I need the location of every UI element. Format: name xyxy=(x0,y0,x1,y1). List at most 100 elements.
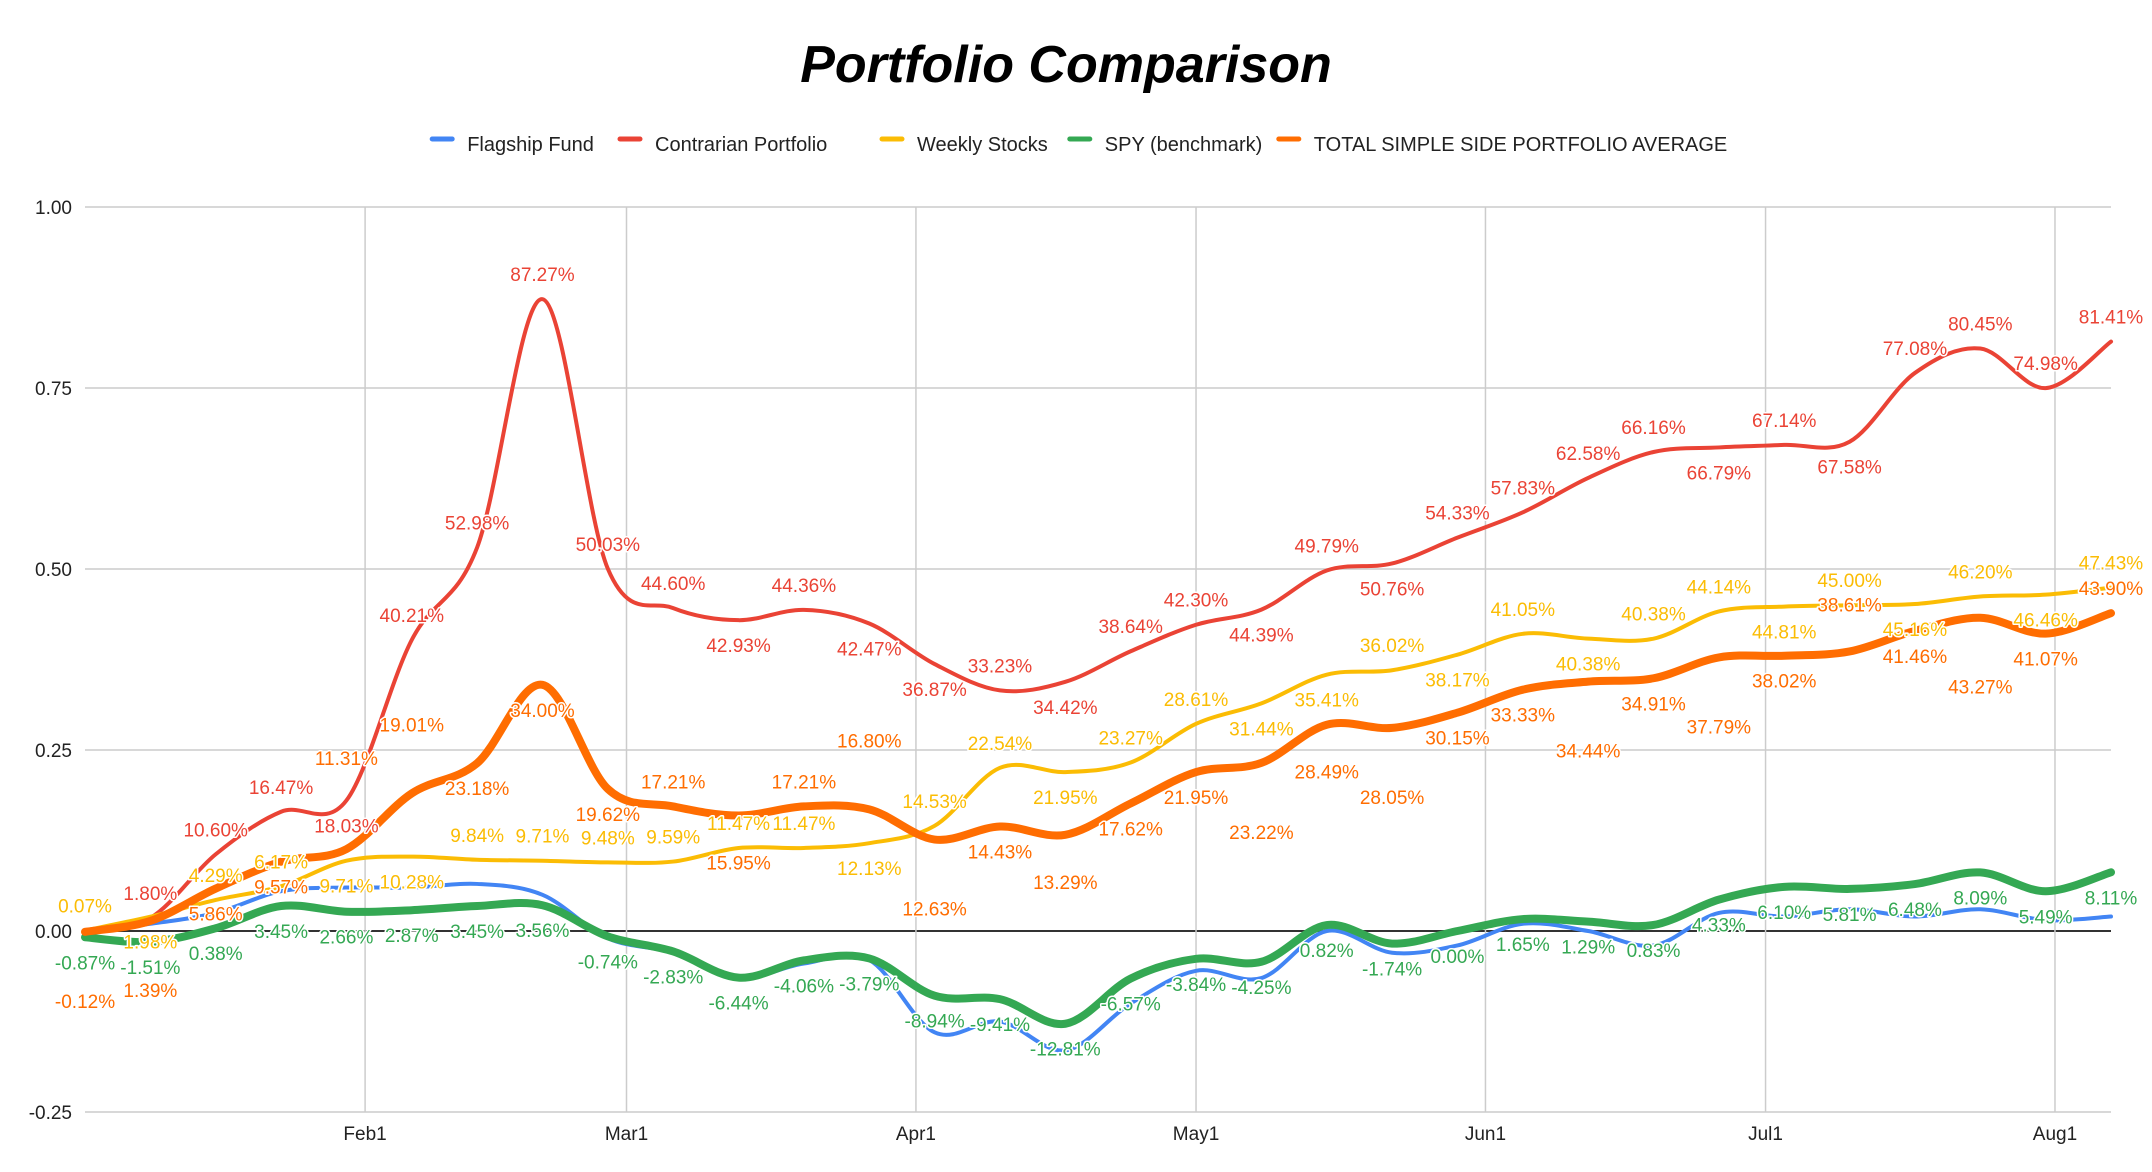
data-label-spy-benchmark: 8.11% xyxy=(2085,888,2138,909)
series-line-spy-benchmark xyxy=(81,868,2115,1028)
data-label-weekly-stocks: 28.61% xyxy=(1164,690,1229,711)
data-label-spy-benchmark: 6.48% xyxy=(1888,900,1942,921)
data-label-contrarian-portfolio: 77.08% xyxy=(1883,339,1948,360)
series-line-contrarian-portfolio xyxy=(83,297,2113,933)
y-tick-label: 0.75 xyxy=(35,379,72,400)
data-label-contrarian-portfolio: 67.14% xyxy=(1752,411,1817,432)
legend-item: Flagship Fund xyxy=(429,134,594,156)
data-label-contrarian-portfolio: 38.64% xyxy=(1098,617,1163,638)
data-label-contrarian-portfolio: 57.83% xyxy=(1491,478,1556,499)
data-label-spy-benchmark: 6.10% xyxy=(1757,903,1811,924)
data-label-total-simple-side-portfolio-average: 1.39% xyxy=(123,981,177,1002)
data-label-total-simple-side-portfolio-average: 19.62% xyxy=(576,805,641,826)
data-label-total-simple-side-portfolio-average: 14.43% xyxy=(968,843,1033,864)
data-label-spy-benchmark: -4.06% xyxy=(774,976,834,997)
data-label-total-simple-side-portfolio-average: 33.33% xyxy=(1491,706,1556,727)
data-label-total-simple-side-portfolio-average: 23.22% xyxy=(1229,823,1294,844)
data-label-total-simple-side-portfolio-average: 19.01% xyxy=(380,715,445,736)
data-label-total-simple-side-portfolio-average: 15.95% xyxy=(706,854,771,875)
data-label-weekly-stocks: 9.48% xyxy=(581,828,635,849)
data-label-spy-benchmark: 2.66% xyxy=(319,928,373,949)
data-label-spy-benchmark: 0.38% xyxy=(189,944,243,965)
data-label-total-simple-side-portfolio-average: 17.21% xyxy=(641,772,706,793)
x-tick-label: Apr1 xyxy=(896,1124,936,1145)
series-line-weekly-stocks xyxy=(83,585,2113,933)
legend-label: Weekly Stocks xyxy=(917,134,1048,156)
data-label-weekly-stocks: 46.46% xyxy=(2013,611,2078,632)
data-label-total-simple-side-portfolio-average: 5.86% xyxy=(189,905,243,926)
data-label-contrarian-portfolio: 36.87% xyxy=(902,680,967,701)
legend-label: Flagship Fund xyxy=(467,134,594,156)
data-label-total-simple-side-portfolio-average: 13.29% xyxy=(1033,873,1098,894)
data-label-spy-benchmark: -12.81% xyxy=(1030,1040,1101,1061)
x-tick-label: Aug1 xyxy=(2033,1124,2077,1145)
data-label-spy-benchmark: -1.51% xyxy=(120,958,180,979)
data-label-contrarian-portfolio: 10.60% xyxy=(183,820,248,841)
data-label-spy-benchmark: 0.82% xyxy=(1300,941,1354,962)
data-label-weekly-stocks: 47.43% xyxy=(2079,554,2144,575)
data-label-spy-benchmark: -0.74% xyxy=(578,952,638,973)
data-label-weekly-stocks: 45.00% xyxy=(1817,571,1882,592)
data-label-weekly-stocks: 31.44% xyxy=(1229,719,1294,740)
data-label-weekly-stocks: 40.38% xyxy=(1556,655,1621,676)
data-label-weekly-stocks: 11.47% xyxy=(772,814,835,835)
data-label-weekly-stocks: 14.53% xyxy=(902,792,967,813)
data-label-contrarian-portfolio: 18.03% xyxy=(314,816,379,837)
data-label-spy-benchmark: 3.56% xyxy=(516,921,570,942)
legend-item: Weekly Stocks xyxy=(879,134,1048,156)
data-label-total-simple-side-portfolio-average: 43.90% xyxy=(2079,579,2144,600)
data-label-contrarian-portfolio: 67.58% xyxy=(1817,458,1882,479)
data-label-contrarian-portfolio: 44.39% xyxy=(1229,626,1294,647)
legend-item: Contrarian Portfolio xyxy=(617,134,827,156)
data-label-total-simple-side-portfolio-average: 28.49% xyxy=(1295,763,1360,784)
data-label-weekly-stocks: 4.29% xyxy=(189,866,243,887)
data-label-spy-benchmark: -6.44% xyxy=(708,994,768,1015)
data-label-contrarian-portfolio: 1.80% xyxy=(123,884,177,905)
data-label-contrarian-portfolio: 81.41% xyxy=(2079,308,2144,329)
data-label-spy-benchmark: 0.00% xyxy=(1431,947,1485,968)
data-label-weekly-stocks: 12.13% xyxy=(837,859,902,880)
data-label-spy-benchmark: 3.45% xyxy=(450,922,504,943)
x-tick-label: Feb1 xyxy=(343,1124,386,1145)
data-label-weekly-stocks: 44.81% xyxy=(1752,623,1817,644)
y-tick-label: 0.00 xyxy=(35,922,72,943)
data-label-total-simple-side-portfolio-average: 12.63% xyxy=(902,900,967,921)
y-tick-label: 0.25 xyxy=(35,741,72,762)
data-label-total-simple-side-portfolio-average: -0.12% xyxy=(55,992,115,1013)
data-label-spy-benchmark: 5.81% xyxy=(1823,905,1877,926)
data-label-total-simple-side-portfolio-average: 34.00% xyxy=(510,701,575,722)
data-label-total-simple-side-portfolio-average: 17.21% xyxy=(772,772,837,793)
data-label-contrarian-portfolio: 16.47% xyxy=(249,778,314,799)
data-label-total-simple-side-portfolio-average: 28.05% xyxy=(1360,788,1425,809)
data-label-spy-benchmark: 1.65% xyxy=(1496,935,1550,956)
data-label-contrarian-portfolio: 52.98% xyxy=(445,513,510,534)
data-label-total-simple-side-portfolio-average: 37.79% xyxy=(1687,717,1752,738)
data-label-total-simple-side-portfolio-average: 38.61% xyxy=(1817,595,1882,616)
data-label-contrarian-portfolio: 50.76% xyxy=(1360,579,1425,600)
data-label-contrarian-portfolio: 34.42% xyxy=(1033,698,1098,719)
data-label-total-simple-side-portfolio-average: 43.27% xyxy=(1948,678,2013,699)
data-label-weekly-stocks: 41.05% xyxy=(1491,600,1556,621)
data-label-spy-benchmark: -3.84% xyxy=(1166,975,1226,996)
data-label-weekly-stocks: 9.71% xyxy=(516,827,570,848)
data-label-spy-benchmark: -1.74% xyxy=(1362,960,1422,981)
data-label-contrarian-portfolio: 87.27% xyxy=(510,265,575,286)
series-lines xyxy=(81,297,2115,1053)
data-label-contrarian-portfolio: 49.79% xyxy=(1295,537,1360,558)
x-tick-label: Jul1 xyxy=(1748,1124,1783,1145)
data-label-spy-benchmark: 0.83% xyxy=(1627,941,1681,962)
data-label-weekly-stocks: 9.71% xyxy=(319,877,373,898)
x-tick-label: May1 xyxy=(1173,1124,1219,1145)
series-line-total-simple-side-portfolio-average xyxy=(81,609,2115,936)
data-label-total-simple-side-portfolio-average: 11.31% xyxy=(315,749,378,770)
data-label-weekly-stocks: 11.47% xyxy=(707,814,770,835)
data-label-total-simple-side-portfolio-average: 34.91% xyxy=(1621,694,1686,715)
chart-title: Portfolio Comparison xyxy=(800,36,1332,94)
legend-item: SPY (benchmark) xyxy=(1067,134,1262,156)
data-label-spy-benchmark: -8.94% xyxy=(905,1012,965,1033)
data-label-total-simple-side-portfolio-average: 9.57% xyxy=(254,878,308,899)
data-label-weekly-stocks: 9.84% xyxy=(450,826,504,847)
y-tick-label: 1.00 xyxy=(35,198,72,219)
data-label-spy-benchmark: 3.45% xyxy=(254,922,308,943)
